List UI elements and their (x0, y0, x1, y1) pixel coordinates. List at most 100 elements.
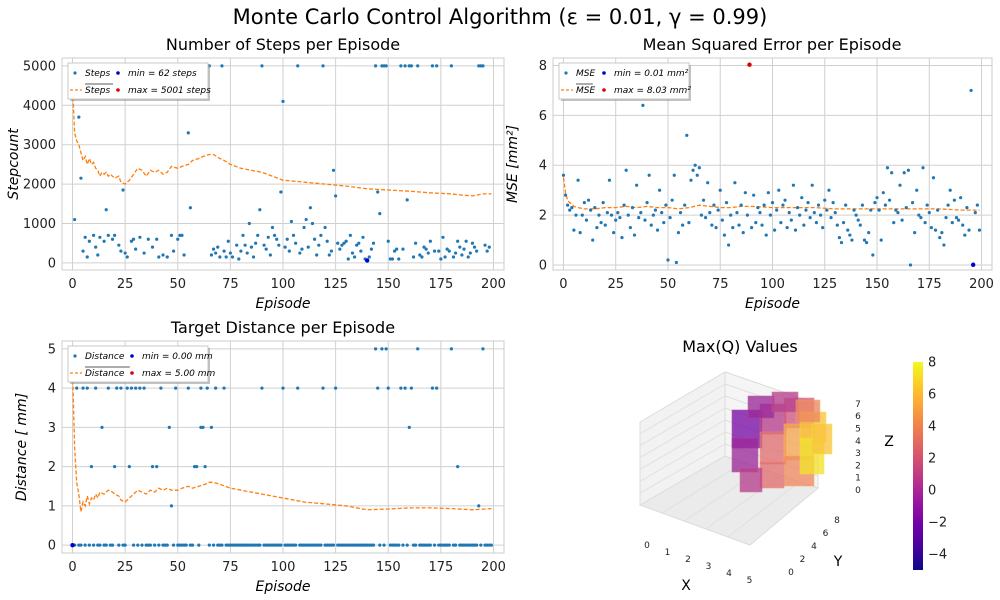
mse-point (883, 203, 887, 207)
steps-point (346, 257, 350, 261)
mse-point (662, 221, 666, 225)
mse-point (699, 213, 704, 217)
distance-point (79, 543, 83, 547)
steps-frame (61, 57, 505, 271)
mse-point (798, 213, 802, 217)
legend-min-swatch (130, 354, 134, 358)
mse-point (862, 238, 867, 242)
distance-point (331, 543, 336, 547)
mse-point (628, 226, 632, 230)
mse-point (622, 203, 626, 207)
distance-point (401, 543, 405, 547)
distance-point (475, 543, 479, 547)
steps-panel: Number of Steps per Episode 0 25 50 75 100 125… (6, 35, 506, 312)
mse-point (873, 201, 877, 205)
maxq-ztick-label: 3 (855, 449, 861, 459)
steps-point (106, 233, 110, 237)
steps-point (285, 237, 289, 241)
distance-point (374, 347, 378, 351)
distance-xtick-label: 200 (481, 560, 506, 575)
steps-point (211, 247, 216, 251)
mse-point (701, 198, 706, 202)
distance-xtick-label: 125 (323, 560, 348, 575)
mse-point (681, 223, 685, 227)
steps-point (142, 251, 146, 255)
mse-point (856, 218, 860, 222)
steps-xlabel: Episode (256, 296, 311, 312)
mse-point (950, 221, 954, 225)
distance-point (171, 543, 176, 547)
distance-xtick-label: 150 (376, 560, 401, 575)
mse-point (724, 201, 729, 205)
distance-title: Target Distance per Episode (170, 318, 395, 337)
mse-point (687, 221, 691, 225)
mse-point (940, 230, 944, 235)
steps-point (367, 255, 371, 259)
mse-ytick-label: 4 (539, 159, 547, 174)
steps-point (453, 251, 458, 255)
steps-xtick-label: 50 (169, 277, 186, 292)
distance-point (184, 543, 188, 547)
maxq-voxel (811, 423, 833, 455)
steps-point (472, 245, 477, 249)
distance-point (197, 543, 201, 547)
mse-point (714, 226, 718, 230)
mse-point (655, 228, 660, 232)
mse-point (704, 216, 708, 220)
steps-point (342, 241, 346, 245)
distance-point (279, 543, 283, 547)
steps-point (266, 235, 270, 239)
mse-point (626, 213, 630, 217)
steps-point (83, 235, 87, 239)
steps-point (294, 241, 298, 245)
steps-point (228, 251, 232, 255)
mse-point (624, 168, 628, 172)
maxq-xtick-label: 1 (665, 548, 671, 558)
mse-panel: Mean Squared Error per Episode 0 25 50 75 100… (505, 35, 994, 312)
steps-point (300, 247, 304, 251)
distance-point (214, 386, 218, 390)
mse-point (641, 103, 645, 107)
steps-point (243, 243, 247, 247)
maxq-xtick-label: 0 (644, 541, 650, 551)
distance-point (169, 504, 174, 508)
distance-point (94, 386, 98, 390)
mse-point (812, 211, 816, 215)
mse-point (795, 206, 800, 210)
steps-point (466, 255, 470, 259)
mse-point (570, 206, 574, 210)
steps-point (403, 64, 407, 68)
mse-point (591, 238, 595, 242)
mse-xtick-label: 75 (712, 277, 729, 292)
mse-point (691, 168, 695, 172)
steps-point (268, 253, 272, 257)
steps-point (277, 243, 281, 247)
distance-point (384, 347, 388, 351)
maxq-zlabel: Z (884, 434, 894, 450)
mse-point (695, 173, 699, 177)
steps-point (329, 249, 334, 253)
distance-ytick-label: 0 (48, 539, 56, 554)
maxq-ytick-label: 6 (823, 529, 829, 539)
steps-point (439, 257, 443, 261)
steps-xtick-label: 75 (222, 277, 239, 292)
steps-point (216, 245, 220, 249)
mse-point (881, 191, 885, 195)
mse-point (566, 203, 570, 207)
distance-point (321, 386, 325, 390)
steps-point (298, 251, 302, 255)
mse-point (791, 183, 796, 187)
mse-point (910, 201, 915, 205)
mse-point (770, 201, 775, 205)
mse-point (793, 228, 798, 232)
steps-point (104, 208, 108, 212)
mse-point (561, 173, 566, 177)
distance-xtick-label: 175 (428, 560, 453, 575)
mse-point (936, 208, 940, 212)
mse-point (741, 230, 745, 235)
steps-point (262, 243, 266, 247)
steps-point (441, 235, 445, 239)
distance-point (296, 386, 300, 390)
